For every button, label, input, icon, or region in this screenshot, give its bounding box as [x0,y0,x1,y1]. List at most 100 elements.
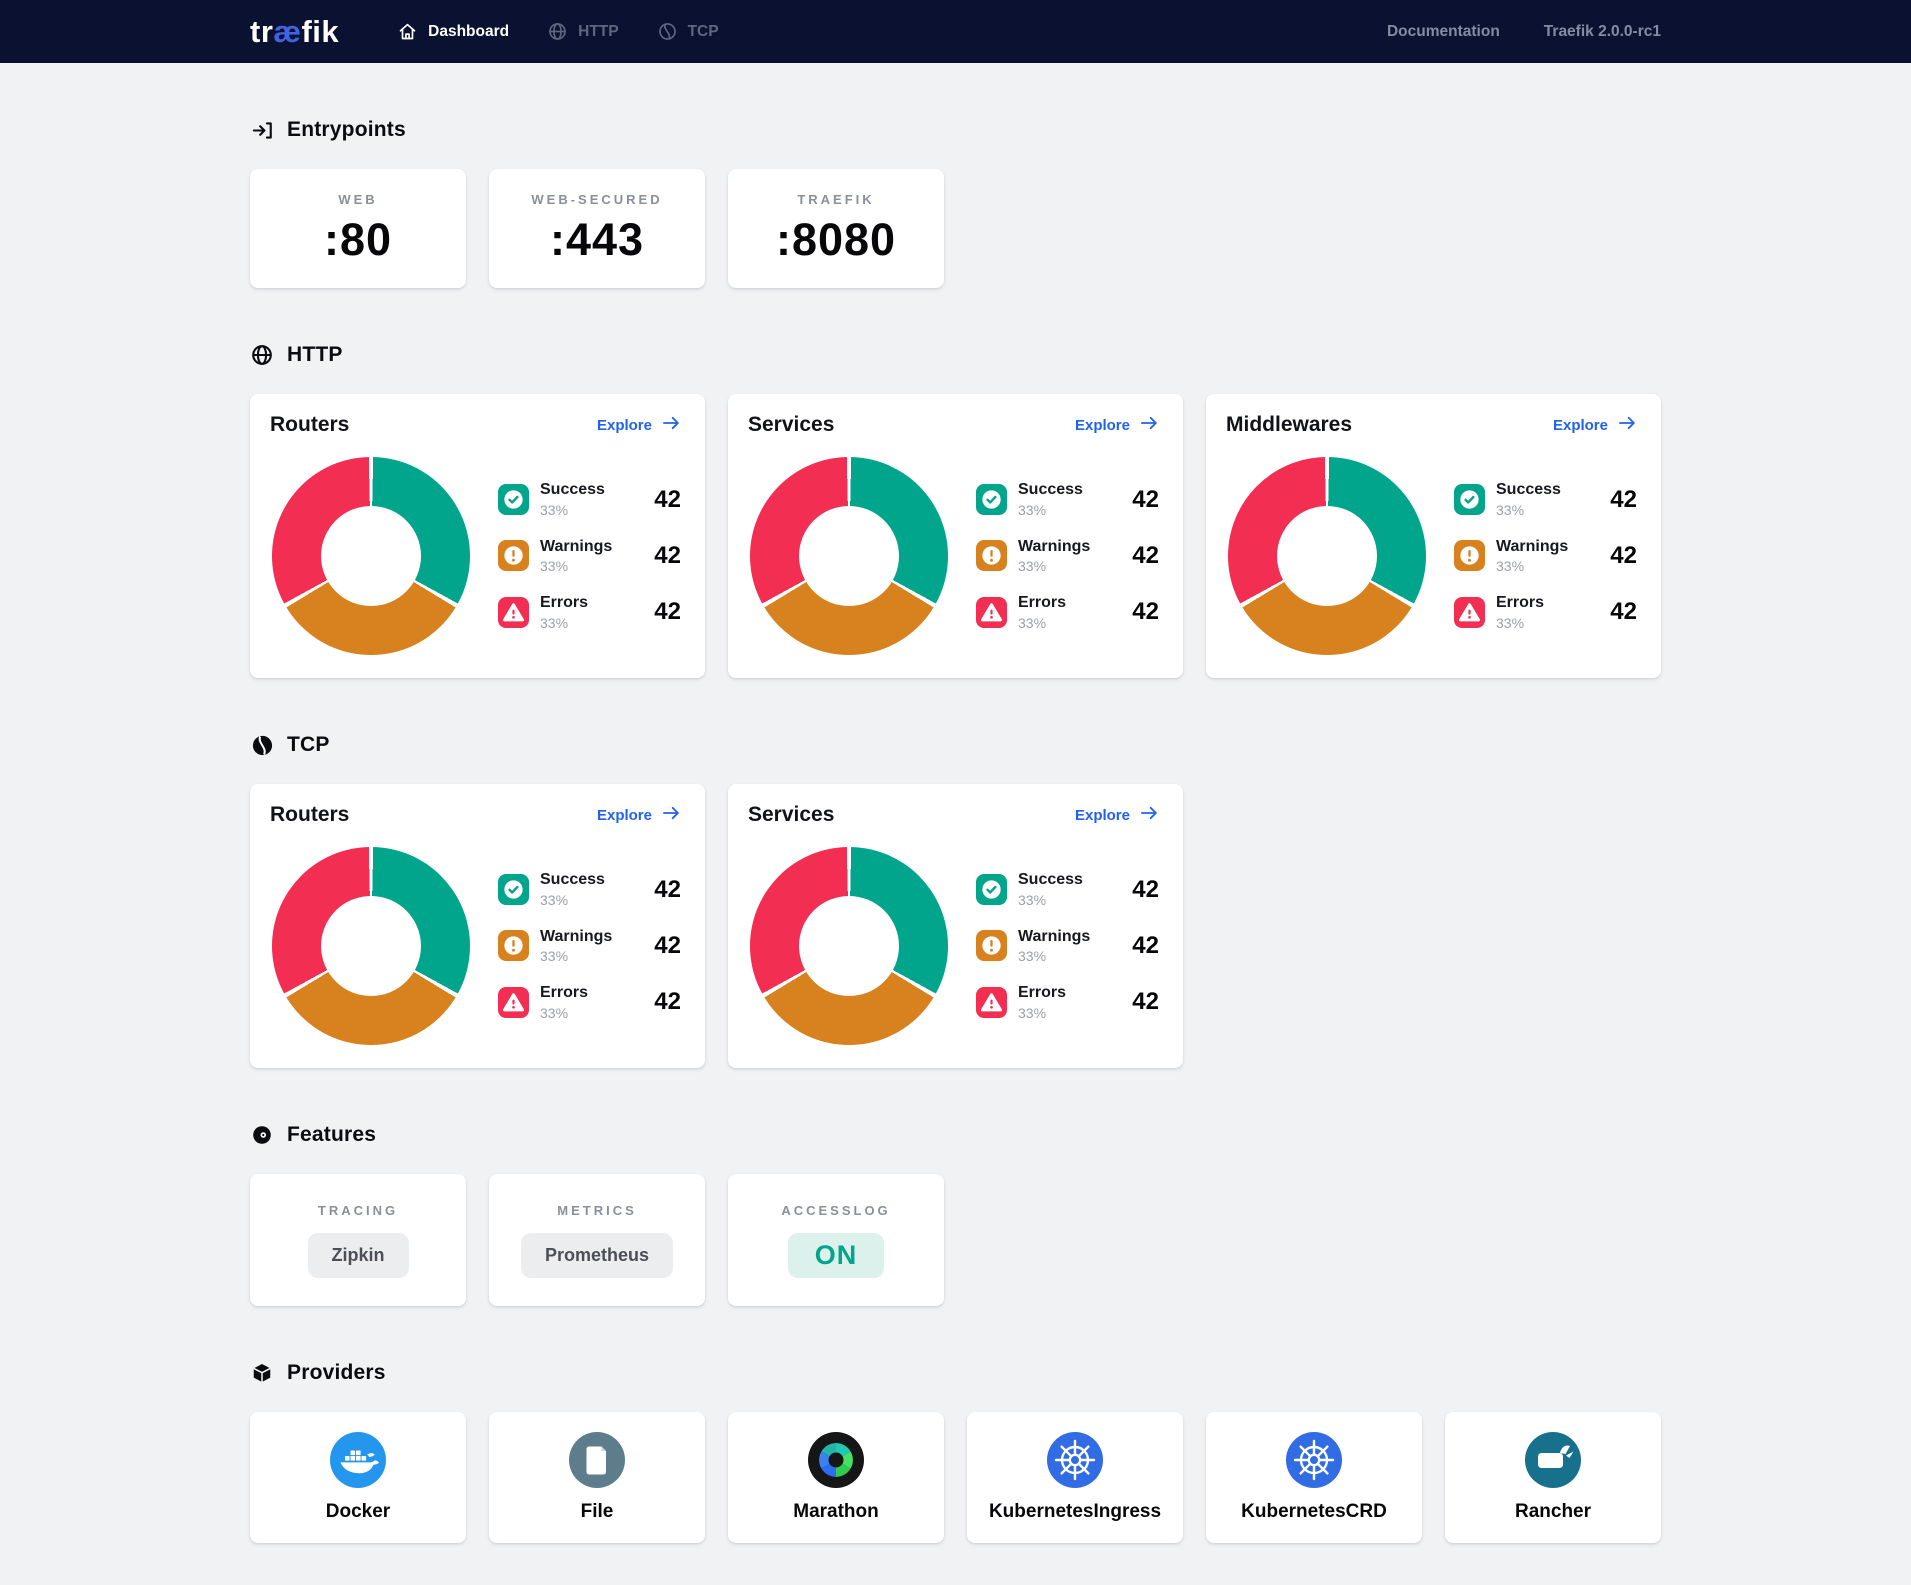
entrypoint-port: :80 [323,213,393,265]
nav-item-dashboard[interactable]: Dashboard [397,21,509,42]
navbar: træfik Dashboard HTTP TCP Documentation Tra… [0,0,1911,63]
check-icon [976,874,1007,905]
legend-percent: 33% [1018,891,1047,908]
version-label: Traefik 2.0.0-rc1 [1543,22,1661,40]
legend-count: 42 [654,598,681,626]
legend: Success 33% 42 Warnings 33% 42 Errors 33% 42 [1454,481,1637,631]
legend-texts: Warnings 33% [540,928,612,964]
legend-count: 42 [1132,541,1159,569]
traefik-logo[interactable]: træfik [250,14,339,50]
explore-label: Explore [1552,416,1608,434]
navbar-left: træfik Dashboard HTTP TCP [250,14,719,50]
entrypoint-card-traefik: TRAEFIK:8080 [728,169,944,288]
warning-triangle-icon [976,986,1007,1018]
explore-link[interactable]: Explore [597,803,681,827]
warning-triangle-icon [498,596,529,628]
exclamation-icon [976,540,1007,572]
logo-text: fik [301,13,340,49]
section-title: Providers [287,1361,386,1384]
legend-count: 42 [1132,931,1159,959]
panel-body: Success 33% 42 Warnings 33% 42 Errors 33% 42 [748,457,1159,655]
legend-percent: 33% [540,614,569,631]
nav-item-label: Dashboard [428,22,510,40]
feature-value-badge: Prometheus [520,1232,674,1278]
feature-label: ACCESSLOG [781,1202,891,1218]
legend-percent: 33% [1018,558,1047,575]
legend-label: Success [1496,481,1561,499]
panel-body: Success 33% 42 Warnings 33% 42 Errors 33% 42 [748,847,1159,1045]
legend-texts: Success 33% [540,481,605,517]
logo-ae: æ [273,13,302,49]
legend-texts: Errors 33% [1018,984,1066,1020]
legend: Success 33% 42 Warnings 33% 42 Errors 33% 42 [976,481,1159,631]
explore-link[interactable]: Explore [1075,413,1159,437]
provider-label: KubernetesIngress [988,1501,1162,1522]
legend: Success 33% 42 Warnings 33% 42 Errors 33% 42 [976,871,1159,1021]
section-title: Features [287,1123,377,1146]
legend-percent: 33% [1496,558,1525,575]
explore-link[interactable]: Explore [1075,803,1159,827]
legend-count: 42 [1132,875,1159,903]
panel-tcp-routers: Routers Explore Success 33% 42 Warnings 33% 42 E… [250,784,705,1068]
legend-texts: Warnings 33% [1018,928,1090,964]
legend-label: Warnings [1496,537,1569,555]
legend-percent: 33% [1018,1004,1047,1021]
provider-label: File [580,1501,614,1522]
panel-title: Routers [270,803,350,826]
legend-row-errors: Errors 33% 42 [1454,594,1637,631]
features-grid: TRACING Zipkin METRICS Prometheus ACCESSLOG O… [250,1174,1661,1306]
section-title: HTTP [287,343,343,366]
features-heading: Features [250,1123,1661,1147]
entrypoint-port: :8080 [775,213,897,265]
donut-chart [750,847,948,1045]
legend-count: 42 [1132,485,1159,513]
arrow-right-icon [1139,803,1159,827]
section-http: HTTP Routers Explore Success 33% 42 Warnings 3… [250,343,1661,678]
panel-http-routers: Routers Explore Success 33% 42 Warnings 33% 42 E… [250,394,705,678]
explore-link[interactable]: Explore [597,413,681,437]
tcp-panels-grid: Routers Explore Success 33% 42 Warnings 33% 42 E… [250,784,1661,1068]
panel-title: Routers [270,413,350,436]
provider-card-file: File [489,1412,705,1543]
legend-percent: 33% [1018,501,1047,518]
legend-percent: 33% [540,1004,569,1021]
provider-label: KubernetesCRD [1241,1501,1387,1522]
section-title: TCP [287,733,330,756]
rancher-icon [1525,1432,1581,1488]
provider-card-kubernetesingress: KubernetesIngress [967,1412,1183,1543]
exclamation-icon [976,930,1007,962]
explore-link[interactable]: Explore [1553,413,1637,437]
feature-value-badge: ON [787,1232,885,1278]
providers-heading: Providers [250,1361,1661,1385]
donut-chart [272,457,470,655]
panel-header: Routers Explore [270,413,681,437]
legend-label: Success [1018,871,1083,889]
legend-texts: Success 33% [1496,481,1561,517]
legend-row-success: Success 33% 42 [498,871,681,908]
globe-icon [547,21,568,42]
nav-item-http[interactable]: HTTP [547,21,619,42]
legend-row-warnings: Warnings 33% 42 [498,538,681,574]
marathon-icon [808,1432,864,1488]
http-heading: HTTP [250,343,1661,367]
legend-row-warnings: Warnings 33% 42 [976,538,1159,574]
legend-texts: Errors 33% [1018,594,1066,630]
legend-row-errors: Errors 33% 42 [498,594,681,631]
section-title: Entrypoints [287,118,406,141]
documentation-link[interactable]: Documentation [1386,22,1500,40]
explore-label: Explore [596,806,652,824]
panel-body: Success 33% 42 Warnings 33% 42 Errors 33% 42 [1226,457,1637,655]
legend-texts: Errors 33% [1496,594,1544,630]
nav-item-tcp[interactable]: TCP [657,21,719,42]
legend-percent: 33% [540,558,569,575]
legend-texts: Errors 33% [540,984,588,1020]
explore-label: Explore [1074,416,1130,434]
legend-count: 42 [1132,598,1159,626]
logo-text: tr [250,13,274,49]
legend-label: Errors [1018,984,1067,1002]
panel-body: Success 33% 42 Warnings 33% 42 Errors 33% 42 [270,457,681,655]
section-features: Features TRACING Zipkin METRICS Prometheus A… [250,1123,1661,1306]
legend-texts: Success 33% [540,871,605,907]
arrow-right-icon [1139,413,1159,437]
legend-row-errors: Errors 33% 42 [976,984,1159,1021]
